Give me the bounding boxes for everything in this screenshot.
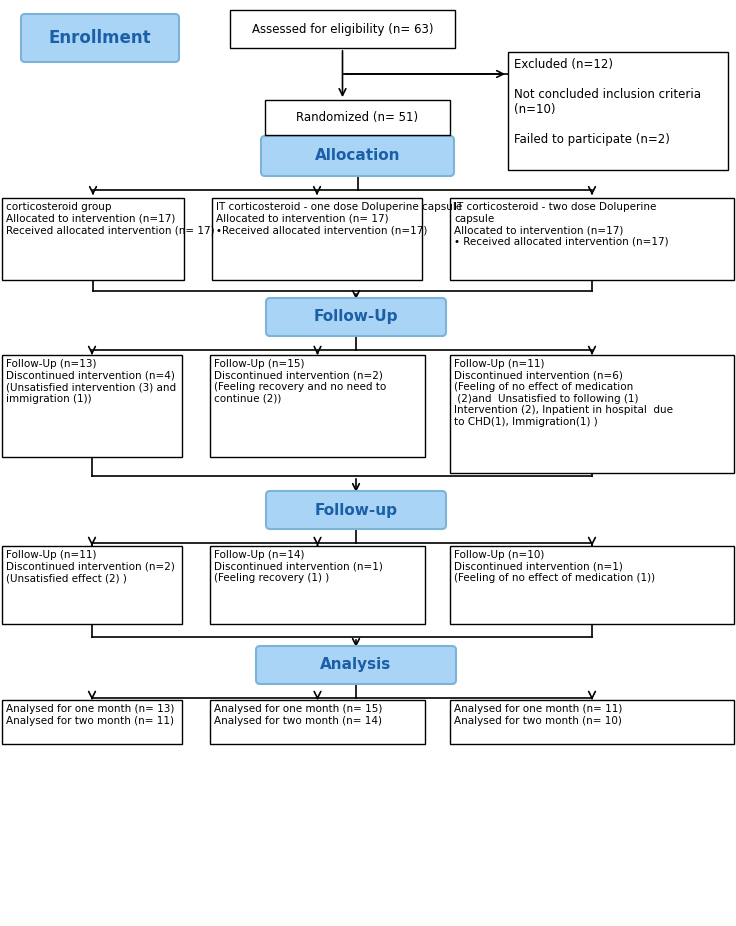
Bar: [2, 355, 182, 457]
FancyBboxPatch shape: [21, 14, 179, 62]
Bar: [450, 700, 734, 744]
Text: Excluded (n=12)

Not concluded inclusion criteria
(n=10)

Failed to participate : Excluded (n=12) Not concluded inclusion …: [514, 58, 701, 146]
FancyBboxPatch shape: [256, 646, 456, 684]
Bar: [508, 52, 728, 170]
Text: Analysis: Analysis: [320, 657, 392, 672]
Text: Follow-Up (n=11)
Discontinued intervention (n=6)
(Feeling of no effect of medica: Follow-Up (n=11) Discontinued interventi…: [454, 359, 673, 427]
FancyBboxPatch shape: [261, 136, 454, 176]
Text: Follow-Up (n=13)
Discontinued intervention (n=4)
(Unsatisfied intervention (3) a: Follow-Up (n=13) Discontinued interventi…: [6, 359, 176, 404]
Text: Analysed for one month (n= 15)
Analysed for two month (n= 14): Analysed for one month (n= 15) Analysed …: [214, 704, 383, 726]
Bar: [210, 700, 425, 744]
Text: Assessed for eligibility (n= 63): Assessed for eligibility (n= 63): [252, 22, 434, 35]
Text: Analysed for one month (n= 11)
Analysed for two month (n= 10): Analysed for one month (n= 11) Analysed …: [454, 704, 623, 726]
Text: Follow-up: Follow-up: [314, 503, 397, 518]
Bar: [2, 700, 182, 744]
Bar: [2, 546, 182, 624]
Bar: [212, 198, 422, 280]
Bar: [2, 198, 184, 280]
Text: Analysed for one month (n= 13)
Analysed for two month (n= 11): Analysed for one month (n= 13) Analysed …: [6, 704, 174, 726]
Bar: [450, 198, 734, 280]
Text: IT corticosteroid - one dose Doluperine capsule
Allocated to intervention (n= 17: IT corticosteroid - one dose Doluperine …: [216, 202, 462, 235]
Bar: [210, 355, 425, 457]
Text: Follow-Up (n=15)
Discontinued intervention (n=2)
(Feeling recovery and no need t: Follow-Up (n=15) Discontinued interventi…: [214, 359, 386, 404]
Text: Enrollment: Enrollment: [49, 29, 152, 47]
Bar: [450, 355, 734, 473]
FancyBboxPatch shape: [266, 298, 446, 336]
Text: Follow-Up (n=14)
Discontinued intervention (n=1)
(Feeling recovery (1) ): Follow-Up (n=14) Discontinued interventi…: [214, 550, 383, 583]
Text: Allocation: Allocation: [315, 148, 400, 164]
Text: Follow-Up (n=11)
Discontinued intervention (n=2)
(Unsatisfied effect (2) ): Follow-Up (n=11) Discontinued interventi…: [6, 550, 175, 583]
FancyBboxPatch shape: [266, 491, 446, 529]
Text: IT corticosteroid - two dose Doluperine
capsule
Allocated to intervention (n=17): IT corticosteroid - two dose Doluperine …: [454, 202, 668, 247]
Text: Follow-Up (n=10)
Discontinued intervention (n=1)
(Feeling of no effect of medica: Follow-Up (n=10) Discontinued interventi…: [454, 550, 655, 583]
Text: corticosteroid group
Allocated to intervention (n=17)
Received allocated interve: corticosteroid group Allocated to interv…: [6, 202, 215, 235]
Bar: [450, 546, 734, 624]
Text: Follow-Up: Follow-Up: [314, 309, 398, 324]
Text: Randomized (n= 51): Randomized (n= 51): [297, 111, 419, 124]
Bar: [210, 546, 425, 624]
Bar: [230, 10, 455, 48]
Bar: [265, 100, 450, 135]
